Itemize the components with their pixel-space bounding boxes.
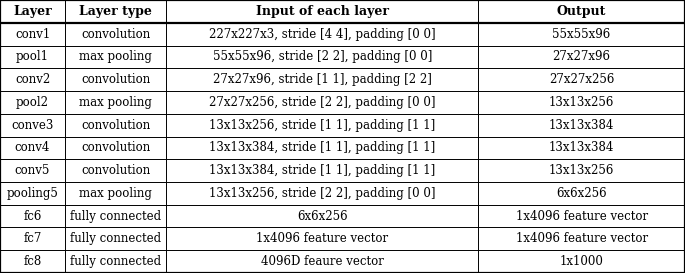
Text: fc7: fc7: [23, 232, 42, 245]
Text: conve3: conve3: [12, 119, 53, 132]
Text: 27x27x96: 27x27x96: [553, 51, 610, 63]
Text: 1x4096 feature vector: 1x4096 feature vector: [256, 232, 388, 245]
Text: fc8: fc8: [23, 255, 42, 268]
Text: 13x13x384, stride [1 1], padding [1 1]: 13x13x384, stride [1 1], padding [1 1]: [209, 164, 436, 177]
Text: 1x4096 feature vector: 1x4096 feature vector: [516, 232, 647, 245]
Text: Layer type: Layer type: [79, 5, 152, 18]
Text: pooling5: pooling5: [7, 187, 58, 200]
Text: 227x227x3, stride [4 4], padding [0 0]: 227x227x3, stride [4 4], padding [0 0]: [209, 28, 436, 41]
Text: convolution: convolution: [81, 73, 151, 86]
Text: 13x13x256, stride [1 1], padding [1 1]: 13x13x256, stride [1 1], padding [1 1]: [209, 119, 436, 132]
Text: 27x27x256: 27x27x256: [549, 73, 614, 86]
Text: convolution: convolution: [81, 28, 151, 41]
Text: Input of each layer: Input of each layer: [256, 5, 389, 18]
Text: fully connected: fully connected: [70, 210, 162, 222]
Text: 6x6x256: 6x6x256: [556, 187, 607, 200]
Text: max pooling: max pooling: [79, 96, 152, 109]
Text: conv4: conv4: [15, 141, 50, 154]
Text: fully connected: fully connected: [70, 232, 162, 245]
Text: convolution: convolution: [81, 164, 151, 177]
Text: 13x13x384, stride [1 1], padding [1 1]: 13x13x384, stride [1 1], padding [1 1]: [209, 141, 436, 154]
Text: conv1: conv1: [15, 28, 50, 41]
Text: fc6: fc6: [23, 210, 42, 222]
Text: 4096D feaure vector: 4096D feaure vector: [261, 255, 384, 268]
Text: pool2: pool2: [16, 96, 49, 109]
Text: 55x55x96: 55x55x96: [552, 28, 611, 41]
Text: conv2: conv2: [15, 73, 50, 86]
Text: 13x13x384: 13x13x384: [549, 141, 614, 154]
Text: Layer: Layer: [13, 5, 52, 18]
Text: fully connected: fully connected: [70, 255, 162, 268]
Text: 55x55x96, stride [2 2], padding [0 0]: 55x55x96, stride [2 2], padding [0 0]: [212, 51, 432, 63]
Text: Output: Output: [557, 5, 606, 18]
Text: pool1: pool1: [16, 51, 49, 63]
Text: convolution: convolution: [81, 119, 151, 132]
Text: 1x4096 feature vector: 1x4096 feature vector: [516, 210, 647, 222]
Text: 6x6x256: 6x6x256: [297, 210, 347, 222]
Text: max pooling: max pooling: [79, 187, 152, 200]
Text: 27x27x96, stride [1 1], padding [2 2]: 27x27x96, stride [1 1], padding [2 2]: [213, 73, 432, 86]
Text: convolution: convolution: [81, 141, 151, 154]
Text: max pooling: max pooling: [79, 51, 152, 63]
Text: 13x13x256, stride [2 2], padding [0 0]: 13x13x256, stride [2 2], padding [0 0]: [209, 187, 436, 200]
Text: 13x13x384: 13x13x384: [549, 119, 614, 132]
Text: 1x1000: 1x1000: [560, 255, 603, 268]
Text: 27x27x256, stride [2 2], padding [0 0]: 27x27x256, stride [2 2], padding [0 0]: [209, 96, 436, 109]
Text: 13x13x256: 13x13x256: [549, 164, 614, 177]
Text: 13x13x256: 13x13x256: [549, 96, 614, 109]
Text: conv5: conv5: [15, 164, 50, 177]
